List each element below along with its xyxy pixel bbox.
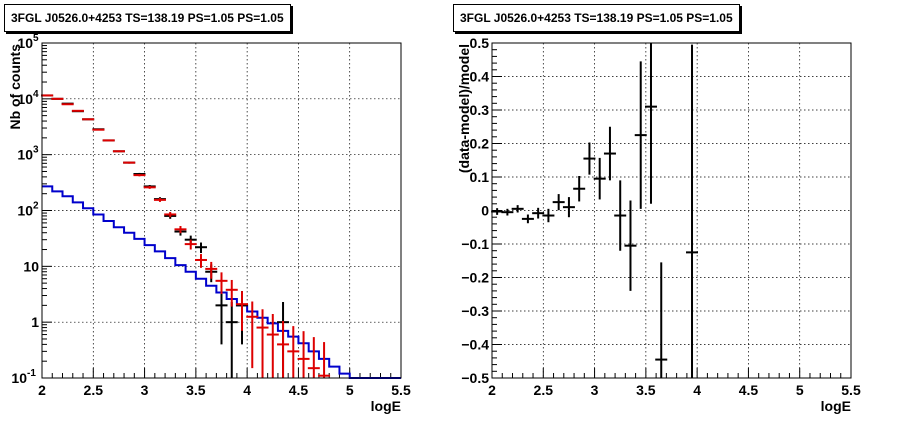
left-y-tick-exponent: -1 (27, 368, 36, 379)
right-x-tick-label: 4.5 (739, 382, 759, 398)
right-y-axis-label: (data-model)/model (456, 44, 472, 173)
left-x-tick-label: 4 (243, 382, 251, 398)
right-y-tick-label: 0.4 (470, 69, 490, 85)
right-plot-area (492, 43, 851, 378)
left-y-tick-label: 10 (17, 35, 33, 51)
left-y-tick-label: 10 (17, 147, 33, 163)
model-step-line (42, 185, 401, 379)
left-x-tick-label: 2.5 (84, 382, 104, 398)
right-x-tick-label: 2.5 (534, 382, 554, 398)
right-y-tick-label: −0.1 (461, 236, 489, 252)
left-x-tick-label: 5 (346, 382, 354, 398)
right-y-tick-label: −0.4 (461, 337, 489, 353)
right-x-tick-label: 3.5 (636, 382, 656, 398)
left-y-tick-label: 10 (17, 91, 33, 107)
right-x-tick-label: 5.5 (841, 382, 861, 398)
right-plot-frame (491, 42, 852, 379)
left-y-tick-label: 10 (17, 203, 33, 219)
right-x-tick-label: 5 (796, 382, 804, 398)
left-y-tick-exponent: 4 (33, 89, 39, 100)
left-x-tick-label: 2 (38, 382, 46, 398)
left-y-tick-exponent: 3 (33, 145, 39, 156)
right-x-tick-label: 3 (591, 382, 599, 398)
left-y-tick-label: 10 (23, 258, 39, 274)
left-y-tick-label: 1 (31, 314, 39, 330)
right-x-axis-label: logE (821, 398, 851, 414)
left-x-tick-label: 3.5 (186, 382, 206, 398)
right-y-tick-label: −0.5 (461, 370, 489, 386)
right-y-tick-label: 0.5 (470, 35, 490, 51)
right-plot-title: 3FGL J0526.0+4253 TS=138.19 PS=1.05 PS=1… (453, 4, 740, 32)
left-x-tick-label: 4.5 (289, 382, 309, 398)
left-y-tick-exponent: 5 (33, 33, 39, 44)
right-y-tick-label: −0.2 (461, 270, 489, 286)
left-x-tick-label: 5.5 (391, 382, 411, 398)
right-y-tick-label: 0.2 (470, 136, 490, 152)
right-y-tick-label: 0.3 (470, 102, 490, 118)
left-plot-frame (41, 42, 402, 379)
right-y-tick-label: 0 (481, 203, 489, 219)
left-y-tick-label: 10 (11, 370, 27, 386)
right-x-tick-label: 4 (693, 382, 701, 398)
right-y-tick-label: −0.3 (461, 303, 489, 319)
left-x-tick-label: 3 (141, 382, 149, 398)
left-y-axis-label: Nb of counts (7, 44, 23, 130)
right-y-tick-label: 0.1 (470, 169, 490, 185)
left-x-axis-label: logE (371, 398, 401, 414)
right-x-tick-label: 2 (488, 382, 496, 398)
left-y-tick-exponent: 2 (33, 201, 39, 212)
left-plot-title: 3FGL J0526.0+4253 TS=138.19 PS=1.05 PS=1… (4, 4, 291, 32)
